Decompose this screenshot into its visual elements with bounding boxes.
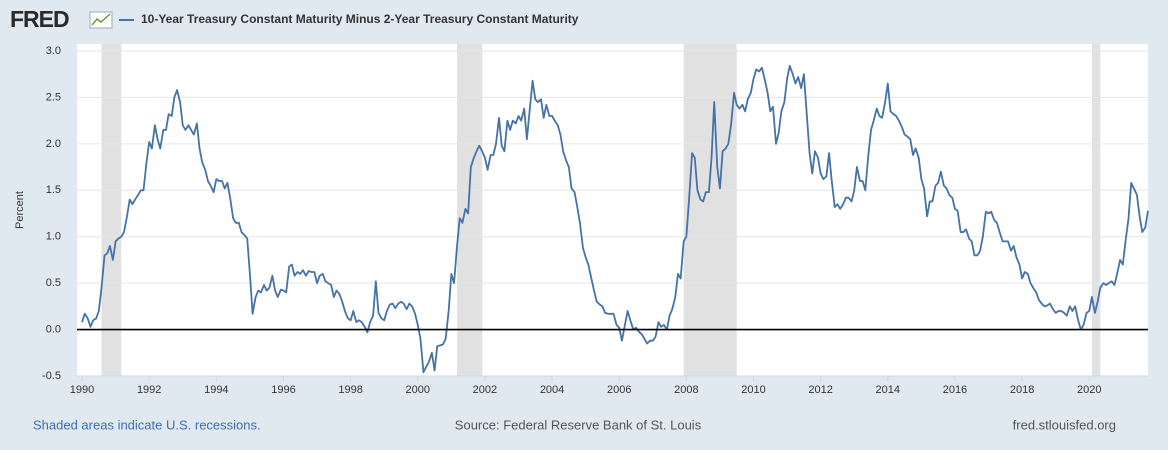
x-tick-label: 2010 bbox=[741, 384, 765, 396]
x-tick-label: 2000 bbox=[406, 384, 430, 396]
x-tick-label: 1990 bbox=[70, 384, 94, 396]
recession-band bbox=[1091, 44, 1101, 376]
recession-band bbox=[457, 44, 483, 376]
y-tick-label: 3.0 bbox=[46, 45, 61, 57]
footer-source: Source: Federal Reserve Bank of St. Loui… bbox=[455, 417, 702, 432]
y-tick-label: 2.5 bbox=[46, 91, 61, 103]
series-line bbox=[81, 64, 1149, 374]
x-tick-label: 2020 bbox=[1077, 384, 1101, 396]
y-tick-label: -0.5 bbox=[42, 370, 61, 382]
recession-band bbox=[683, 44, 737, 376]
legend-label: 10-Year Treasury Constant Maturity Minus… bbox=[141, 12, 579, 26]
x-tick-label: 1994 bbox=[204, 384, 228, 396]
y-tick-label: 2.0 bbox=[46, 138, 61, 150]
x-tick-label: 2016 bbox=[943, 384, 967, 396]
footer-url: fred.stlouisfed.org bbox=[1013, 417, 1116, 432]
y-axis-label: Percent bbox=[14, 191, 26, 229]
footer-note: Shaded areas indicate U.S. recessions. bbox=[33, 417, 261, 432]
x-tick-label: 2006 bbox=[607, 384, 631, 396]
logo-icon bbox=[89, 11, 113, 29]
x-tick-label: 2008 bbox=[674, 384, 698, 396]
plot-area bbox=[77, 44, 1148, 376]
x-tick-label: 1998 bbox=[338, 384, 362, 396]
y-tick-label: 0.0 bbox=[46, 323, 61, 335]
x-tick-label: 2012 bbox=[808, 384, 832, 396]
x-tick-label: 2018 bbox=[1010, 384, 1034, 396]
y-tick-label: 1.5 bbox=[46, 184, 61, 196]
recession-band bbox=[101, 44, 122, 376]
logo: FRED bbox=[10, 6, 69, 32]
x-tick-label: 1992 bbox=[137, 384, 161, 396]
y-tick-label: 1.0 bbox=[46, 231, 61, 243]
x-tick-label: 2014 bbox=[876, 384, 900, 396]
y-tick-label: 0.5 bbox=[46, 277, 61, 289]
x-tick-label: 2004 bbox=[540, 384, 564, 396]
x-tick-label: 2002 bbox=[473, 384, 497, 396]
x-tick-label: 1996 bbox=[271, 384, 295, 396]
